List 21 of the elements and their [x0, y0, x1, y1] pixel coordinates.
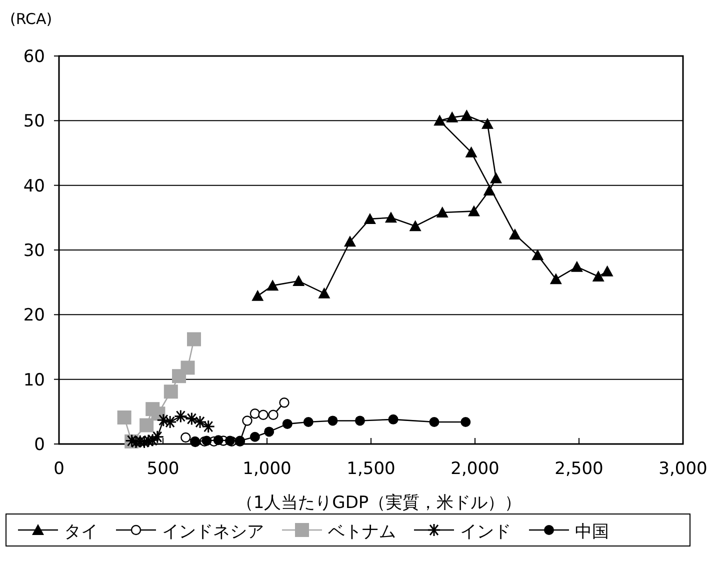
x-tick-label: 1,500	[346, 459, 396, 479]
x-axis-title: （1人当たりGDP（実質，米ドル））	[236, 493, 522, 513]
x-tick-label: 2,000	[450, 459, 500, 479]
legend-label: ベトナム	[328, 522, 396, 542]
x-tick-label: 1,000	[242, 459, 292, 479]
y-tick-label: 20	[23, 306, 45, 326]
y-tick-label: 10	[23, 370, 45, 390]
y-tick-label: 40	[23, 176, 45, 196]
legend-label: 中国	[575, 522, 609, 542]
x-tick-label: 2,500	[554, 459, 604, 479]
legend-label: インド	[460, 522, 511, 542]
y-tick-label: 60	[23, 47, 45, 67]
y-tick-label: 0	[34, 435, 45, 455]
y-tick-label: 50	[23, 112, 45, 132]
legend-label: タイ	[64, 522, 98, 542]
y-tick-label: 30	[23, 241, 45, 261]
y-axis-title: (RCA)	[10, 10, 52, 28]
x-tick-label: 3,000	[658, 459, 708, 479]
x-tick-label: 500	[146, 459, 180, 479]
x-tick-label: 0	[54, 459, 64, 479]
legend-label: インドネシア	[162, 522, 264, 542]
